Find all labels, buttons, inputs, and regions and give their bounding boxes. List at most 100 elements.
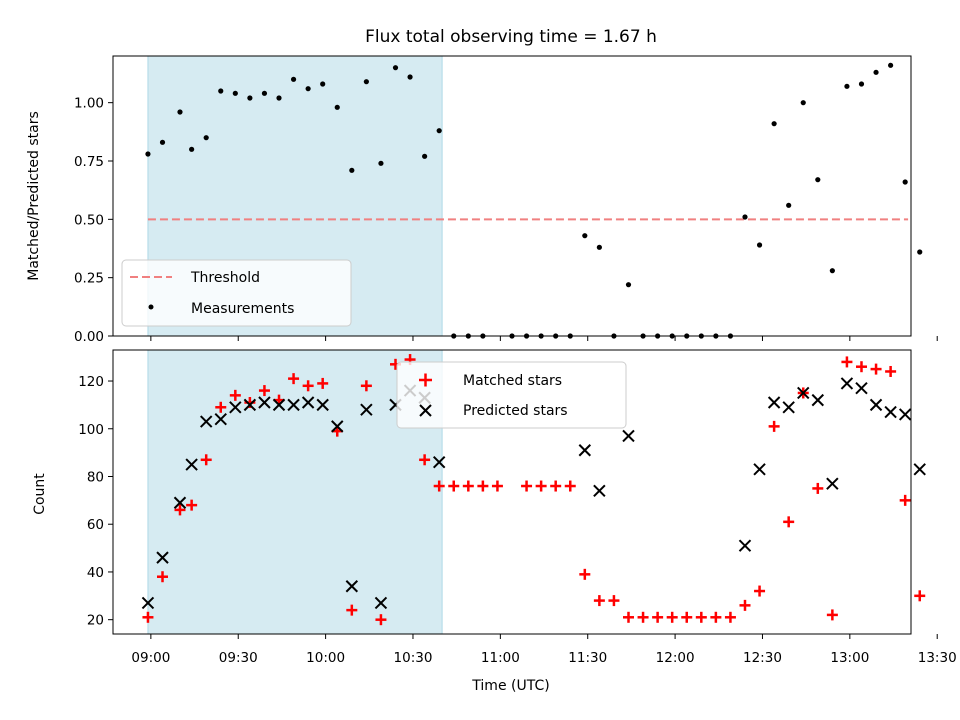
measurement-point [625,282,632,288]
bottom-y-axis-ticks: 20 40 60 80 100 120 [78,374,113,629]
x-axis-label: Time (UTC) [471,678,549,694]
bottom-legend-box [396,361,627,429]
top-panel: 0.00 0.25 0.50 0.75 1.00 Matched/Predicted s… [26,55,938,345]
predicted-star-point [898,408,912,421]
bottom-y-axis-label: Count [32,473,48,515]
matched-star-point [215,401,227,413]
measurement-point [232,90,238,96]
matched-star-point [375,614,387,626]
top-x-axis-ticks [150,336,938,341]
matched-star-point [724,611,736,623]
bottom-x-tick-label: 13:00 [830,650,869,666]
measurement-point [363,79,369,85]
bottom-legend: Matched stars Predicted stars [396,361,627,429]
top-legend-box [121,259,352,327]
measurement-point [189,146,195,152]
matched-star-point [258,385,270,397]
matched-star-point [666,611,678,623]
predicted-star-point [738,539,752,552]
measurement-point [596,244,602,250]
measurement-point [378,160,384,166]
measurement-point [276,95,282,101]
matched-star-point [579,568,591,580]
predicted-star-point [141,596,155,610]
measurement-point [815,177,821,183]
bottom-x-tick-label: 10:30 [394,650,433,666]
predicted-stars-points [141,377,926,610]
measurement-point [305,86,311,92]
predicted-star-point [578,444,592,457]
measurement-point [800,100,806,106]
matched-star-point [491,480,503,492]
measurement-point [334,104,340,110]
predicted-star-point [855,381,868,395]
matched-star-point [622,611,634,623]
bottom-shaded-region [147,349,443,635]
matched-star-point [593,595,605,607]
bottom-x-tick-label: 13:30 [918,650,957,666]
measurement-point [247,95,253,101]
predicted-star-point [884,405,897,419]
predicted-legend-label: Predicted stars [463,403,568,419]
matched-star-point [157,571,169,583]
predicted-star-point [173,496,187,509]
measurements-legend-label: Measurements [191,301,294,317]
top-y-tick-label: 0.00 [74,329,104,345]
matched-star-point [914,590,926,602]
predicted-star-point [826,477,839,490]
matched-star-point [870,363,882,375]
matched-star-point [564,480,576,492]
matched-star-point [521,480,533,492]
matched-star-point [754,585,766,597]
measurement-point [349,167,355,173]
matched-stars-points [142,354,926,626]
measurement-point [844,83,850,89]
measurement-point [261,90,268,96]
matched-legend-label: Matched stars [463,373,562,389]
matched-star-point [855,361,867,373]
matched-star-point [535,480,547,492]
matched-star-point [360,380,372,392]
measurement-point [436,128,442,134]
bottom-x-tick-label: 09:30 [219,650,258,666]
matched-star-point [710,611,722,623]
measurement-point [786,202,792,208]
matched-star-point [288,373,300,385]
measurement-point [203,135,209,141]
matched-star-point [783,516,795,528]
predicted-star-point [797,386,810,400]
predicted-star-point [869,398,883,412]
top-y-axis-label: Matched/Predicted stars [26,111,42,281]
bottom-axes-frame [112,349,912,635]
matched-star-point [739,599,751,611]
matched-star-point [637,611,649,623]
predicted-star-point [331,420,344,433]
bottom-x-tick-label: 09:00 [131,650,170,666]
top-axes-frame [112,55,912,337]
predicted-star-point [316,398,329,412]
measurement-point [829,268,835,274]
measurement-point [177,109,183,115]
measurement-point [742,214,748,220]
matched-legend-swatch [419,373,432,387]
bottom-y-tick-label: 120 [78,374,104,390]
matched-star-point [608,595,620,607]
top-legend: Threshold Measurements [121,259,352,327]
predicted-star-point [811,393,825,407]
predicted-star-point [782,401,795,414]
matched-star-point [550,480,562,492]
measurement-point [858,81,865,87]
top-y-tick-label: 1.00 [74,96,104,112]
matched-star-point [477,480,489,492]
measurement-point [902,179,908,185]
measurement-point [392,65,399,71]
matched-star-point [681,611,693,623]
bottom-x-axis-ticks: 09:00 09:30 10:00 10:30 11:00 11:30 12:00 12:30… [131,634,957,666]
top-y-tick-label: 0.50 [74,212,104,228]
matched-star-point [652,611,664,623]
bottom-y-tick-label: 20 [87,613,104,629]
bottom-y-tick-label: 40 [87,565,104,581]
predicted-star-point [185,458,198,471]
predicted-star-point [301,396,315,409]
predicted-star-point [258,396,271,409]
